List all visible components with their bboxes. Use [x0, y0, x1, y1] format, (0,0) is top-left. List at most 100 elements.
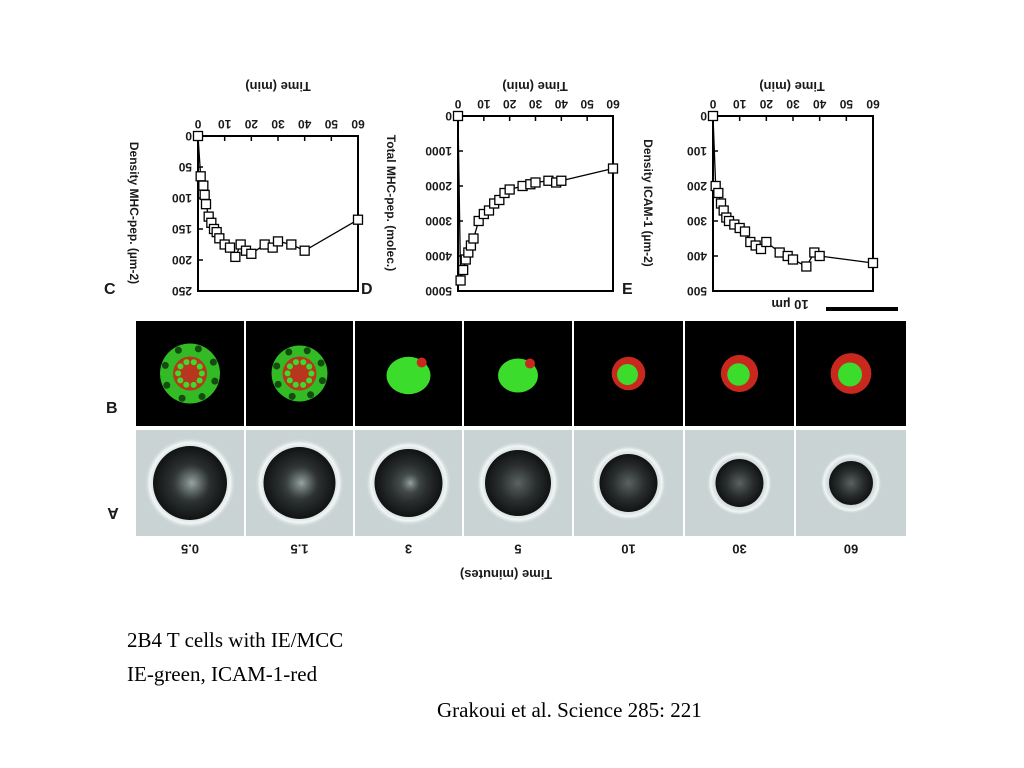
- fluorescence-panel: [574, 321, 683, 426]
- plot-c-ytick-label: 200: [172, 253, 192, 267]
- fluorescence-panel: [355, 321, 462, 426]
- plot-c-ylabel: Density MHC-pep. (µm-2): [127, 142, 141, 284]
- panel-label-c: C: [104, 281, 116, 298]
- scale-bar: [826, 307, 898, 311]
- panel-label-e: E: [622, 281, 633, 298]
- caption-line-2: IE-green, ICAM-1-red: [127, 662, 318, 686]
- citation: Grakoui et al. Science 285: 221: [437, 698, 702, 722]
- plot-d-xtick-label: 30: [529, 97, 543, 111]
- plot-c-point: [195, 171, 206, 182]
- row-label-a: A: [107, 504, 119, 521]
- time-label: 5: [514, 541, 521, 556]
- plot-d-ytick-label: 1000: [425, 144, 452, 158]
- time-label: 60: [844, 541, 858, 556]
- time-label: 10: [621, 541, 635, 556]
- dic-panel: [355, 430, 462, 536]
- fluorescence-panel: [685, 321, 794, 426]
- plot-c-point: [299, 245, 310, 256]
- plot-e-ytick-label: 100: [687, 144, 707, 158]
- plot-e-xtick-label: 20: [759, 97, 773, 111]
- plot-e-series: [707, 110, 879, 272]
- plot-e-point: [707, 110, 719, 122]
- plot-d-point: [607, 163, 619, 174]
- plot-e-point: [814, 250, 825, 262]
- plot-e-ytick-label: 400: [687, 249, 707, 263]
- plot-d-point: [458, 264, 469, 276]
- plot-c-point: [200, 199, 212, 210]
- plot-e-xtick-label: 0: [709, 97, 716, 111]
- plot-d-ytick-label: 4000: [425, 249, 452, 263]
- plot-d-point: [504, 184, 515, 195]
- plot-c-xtick-label: 20: [244, 117, 258, 131]
- plot-d-ylabel: Total MHC-pep. (molec.): [384, 135, 398, 271]
- plot-c-point: [214, 233, 225, 244]
- plot-d-yticks: 0 1000 2000 3000 4000 5000: [425, 109, 463, 298]
- plot-c-xticks: 0 10 20 30 40 50 60: [194, 117, 365, 141]
- plot-d-xtick-label: 10: [477, 97, 491, 111]
- plot-e-xtick-label: 40: [813, 97, 827, 111]
- dic-panel: [246, 430, 353, 536]
- plot-c-xtick-label: 40: [298, 117, 312, 131]
- plot-d-point: [452, 110, 464, 122]
- time-axis-label: Time (minutes): [460, 567, 552, 582]
- plot-c-ytick-label: 0: [185, 129, 192, 143]
- plot-e-point: [867, 257, 879, 269]
- time-label: 3: [405, 541, 412, 556]
- plot-e-xtick-label: 50: [839, 97, 853, 111]
- plot-c-ytick-label: 250: [172, 284, 192, 298]
- plot-e-point: [739, 226, 751, 237]
- dic-panel: [464, 430, 572, 536]
- plot-e-ytick-label: 300: [687, 214, 707, 228]
- plot-c-xlabel: Time (min): [245, 79, 311, 94]
- fluorescence-panel: [136, 321, 244, 426]
- plot-d-point: [473, 215, 484, 227]
- plot-c-xtick-label: 10: [218, 117, 232, 131]
- panel-label-d: D: [361, 281, 373, 298]
- plot-d-frame: [457, 115, 614, 292]
- scale-bar-label: 10 µm: [771, 297, 808, 312]
- plot-d-xtick-label: 50: [580, 97, 594, 111]
- plot-e-point: [755, 243, 767, 255]
- plot-c-point: [199, 189, 210, 201]
- time-labels: 0.5 1.5 3 5 10 30 60: [181, 541, 858, 556]
- plot-e: 0 10 20 30 40 50 60 0 100 200 300 400 500: [687, 97, 880, 298]
- plot-c-ytick-label: 150: [172, 222, 192, 236]
- plot-e-point: [801, 261, 812, 272]
- time-label: 0.5: [181, 541, 199, 556]
- time-label: 30: [732, 541, 746, 556]
- plot-e-ytick-label: 0: [700, 109, 707, 123]
- time-label: 1.5: [290, 541, 308, 556]
- plot-c-series: [192, 130, 364, 263]
- plot-c-ytick-label: 50: [178, 160, 192, 174]
- plot-d-point: [556, 175, 567, 186]
- fluorescence-panel: [796, 321, 906, 426]
- plot-e-xlabel: Time (min): [759, 79, 825, 94]
- plot-e-yticks: 0 100 200 300 400 500: [687, 109, 718, 298]
- plot-e-xtick-label: 10: [733, 97, 747, 111]
- plot-d-ytick-label: 0: [445, 109, 452, 123]
- plot-e-point: [761, 236, 772, 248]
- plot-d-series: [452, 110, 619, 286]
- plot-c-xtick-label: 50: [324, 117, 338, 131]
- plot-d-ytick-label: 5000: [425, 284, 452, 298]
- plot-e-point: [713, 187, 724, 199]
- dic-panel: [574, 430, 683, 536]
- plot-c-point: [352, 214, 364, 225]
- plot-d-xlabel: Time (min): [502, 79, 568, 94]
- plot-d-point: [494, 194, 505, 206]
- plot-d-xtick-label: 60: [606, 97, 620, 111]
- dic-row: [136, 430, 906, 536]
- fluorescence-row: [136, 321, 906, 426]
- plot-c-point: [246, 248, 257, 259]
- dic-panel: [796, 430, 906, 536]
- plot-e-xtick-label: 60: [866, 97, 880, 111]
- plot-e-xtick-label: 30: [786, 97, 800, 111]
- plot-d-point: [483, 205, 495, 216]
- plot-d-line: [457, 115, 614, 281]
- plot-c-xtick-label: 60: [351, 117, 365, 131]
- plot-c-point: [230, 251, 241, 263]
- dic-panel: [136, 430, 244, 536]
- plot-e-line: [712, 115, 874, 268]
- plot-c-point: [286, 239, 297, 250]
